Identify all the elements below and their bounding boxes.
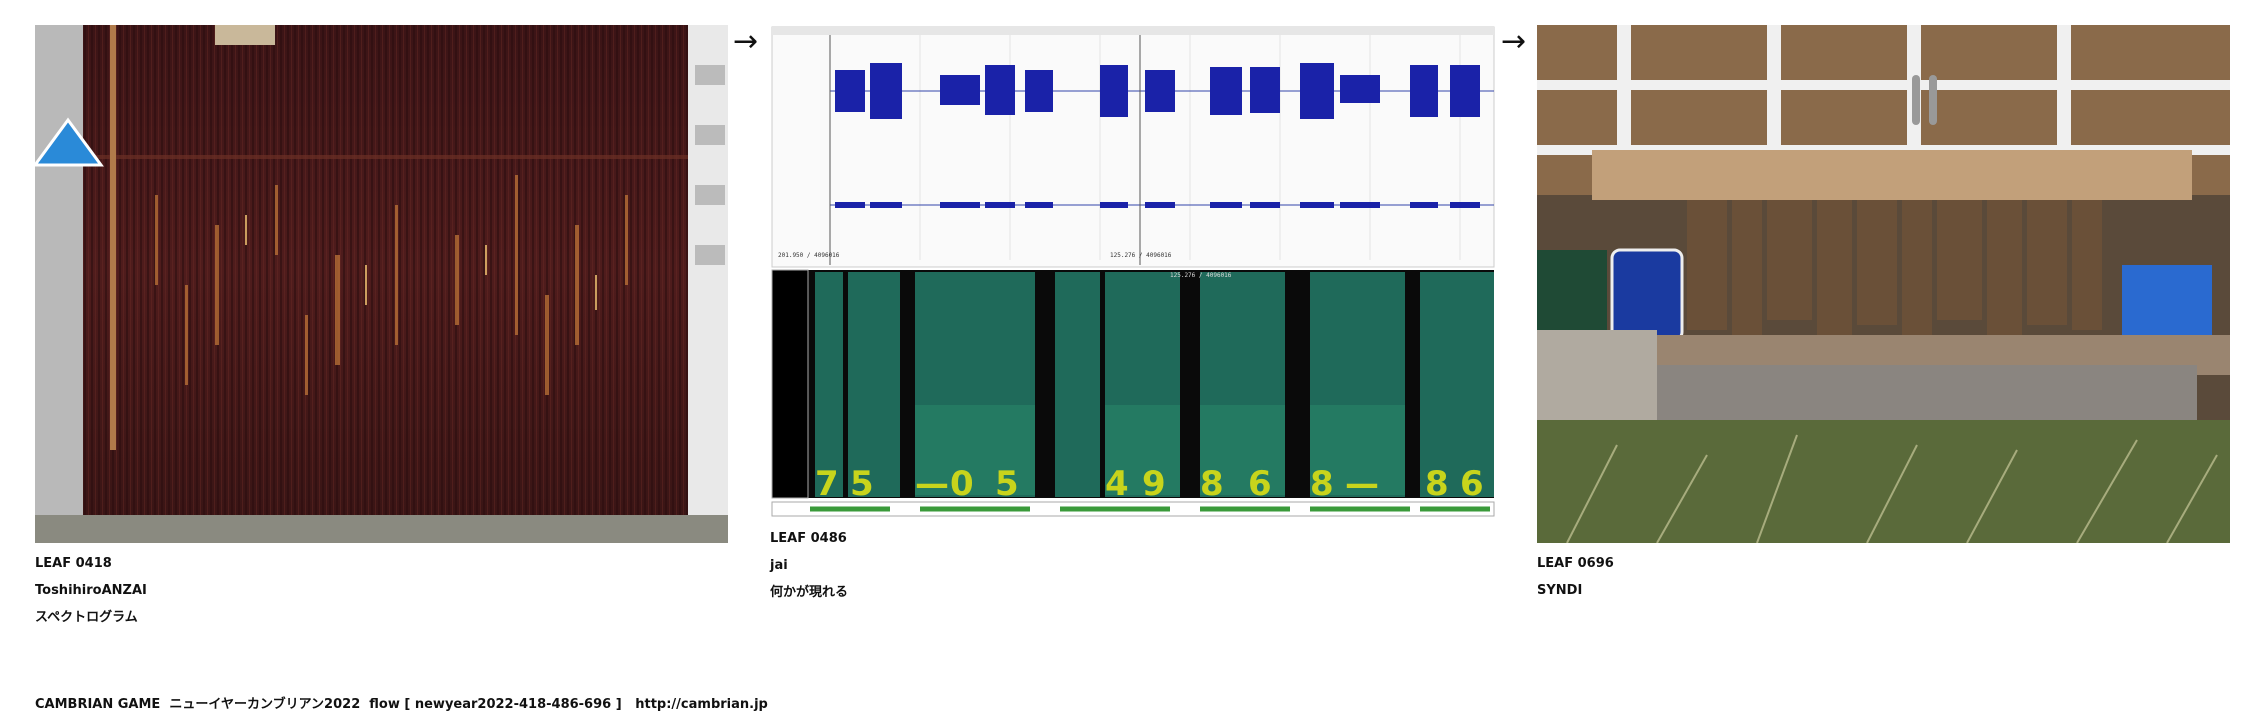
digit-10: 8: [1310, 464, 1334, 504]
digit-4: 0: [950, 464, 974, 504]
digit-13: 6: [1460, 464, 1484, 504]
flow-arrow-2: →: [1501, 24, 1527, 59]
bench-image: [1537, 25, 2230, 543]
flow-footer: CAMBRIAN GAME ニューイヤーカンブリアン2022 flow [ ne…: [35, 697, 768, 712]
leaf-title: 何かが現れる: [770, 585, 849, 600]
audio-editor-image: 201.950 / 4096016 125.276 / 4096016 125.…: [770, 25, 1496, 520]
digit-5: 5: [995, 464, 1019, 504]
digit-7: 9: [1142, 464, 1166, 504]
digit-6: 4: [1105, 464, 1129, 504]
leaf-author: ToshihiroANZAI: [35, 583, 147, 598]
digit-11: —: [1345, 464, 1379, 504]
leaf-author: jai: [770, 558, 788, 573]
photo-rusty-wall: [35, 25, 728, 543]
spec-mid-readout: 125.276 / 4096016: [1170, 272, 1232, 279]
digit-8: 8: [1200, 464, 1224, 504]
leaf-id: LEAF 0486: [770, 531, 847, 546]
caption-leaf-0418: LEAF 0418 ToshihiroANZAI スペクトログラム: [35, 556, 147, 637]
spectrogram-screenshot: 201.950 / 4096016 125.276 / 4096016 125.…: [770, 25, 1496, 520]
leaf-title: スペクトログラム: [35, 610, 138, 625]
wave-left-readout: 201.950 / 4096016: [778, 252, 840, 259]
leaf-id: LEAF 0418: [35, 556, 112, 571]
digit-1: 7: [815, 464, 839, 504]
digit-3: —: [915, 464, 949, 504]
spectrogram-digits: 7 5 — 0 5 4 9 8 6 8 — 8 6: [815, 464, 1484, 504]
pedestrian-sign-icon: [35, 117, 104, 167]
digit-9: 6: [1248, 464, 1272, 504]
digit-12: 8: [1425, 464, 1449, 504]
rusty-wall-image: [35, 25, 728, 543]
waveform-blobs: [835, 63, 1480, 119]
caption-leaf-0696: LEAF 0696 SYNDI: [1537, 556, 1614, 610]
leaf-author: SYNDI: [1537, 583, 1583, 598]
flow-arrow-1: →: [733, 24, 759, 59]
leaf-id: LEAF 0696: [1537, 556, 1614, 571]
caption-leaf-0486: LEAF 0486 jai 何かが現れる: [770, 531, 848, 612]
wave-mid-readout: 125.276 / 4096016: [1110, 252, 1172, 259]
photo-wooden-bench: [1537, 25, 2230, 543]
digit-2: 5: [850, 464, 874, 504]
